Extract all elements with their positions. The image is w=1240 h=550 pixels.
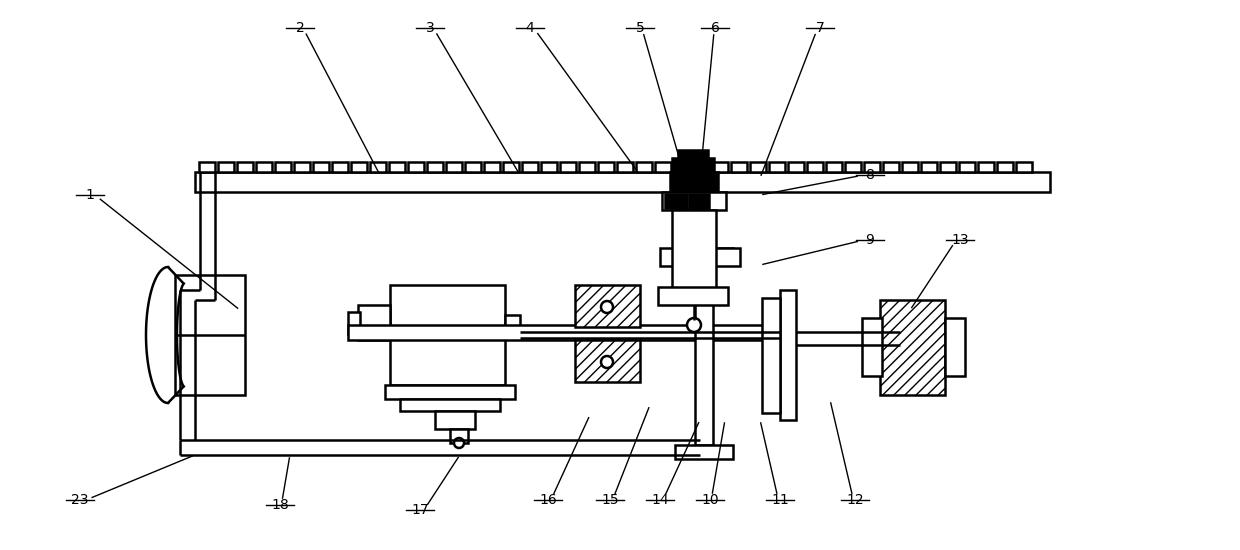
Bar bbox=[826, 162, 842, 172]
Bar bbox=[598, 162, 614, 172]
Text: 17: 17 bbox=[412, 503, 429, 517]
Bar bbox=[195, 172, 1050, 192]
Bar bbox=[1016, 162, 1032, 172]
Bar bbox=[389, 162, 405, 172]
Bar bbox=[763, 298, 780, 413]
Text: 9: 9 bbox=[866, 233, 874, 247]
Bar bbox=[750, 162, 766, 172]
Bar bbox=[275, 162, 291, 172]
Bar bbox=[294, 162, 310, 172]
Bar bbox=[465, 162, 481, 172]
Bar bbox=[391, 285, 505, 385]
Bar bbox=[675, 445, 733, 459]
Text: 8: 8 bbox=[866, 168, 874, 182]
Bar bbox=[921, 162, 937, 172]
Bar bbox=[665, 194, 687, 208]
Text: 6: 6 bbox=[711, 21, 719, 35]
Bar bbox=[579, 162, 595, 172]
Bar bbox=[450, 429, 467, 443]
Bar bbox=[997, 162, 1013, 172]
Bar bbox=[712, 162, 728, 172]
Bar bbox=[446, 162, 463, 172]
Bar bbox=[237, 162, 253, 172]
Bar bbox=[560, 162, 577, 172]
Bar bbox=[198, 162, 215, 172]
Circle shape bbox=[601, 301, 613, 313]
Bar bbox=[672, 158, 692, 172]
Text: 15: 15 bbox=[601, 493, 619, 507]
Text: 4: 4 bbox=[526, 21, 534, 35]
Text: 16: 16 bbox=[539, 493, 557, 507]
Bar bbox=[693, 162, 709, 172]
Bar bbox=[351, 162, 367, 172]
Bar bbox=[655, 162, 671, 172]
Circle shape bbox=[687, 318, 701, 332]
Bar bbox=[978, 162, 994, 172]
Bar bbox=[694, 158, 714, 172]
Text: 1: 1 bbox=[86, 188, 94, 202]
Bar bbox=[541, 162, 557, 172]
Text: 3: 3 bbox=[425, 21, 434, 35]
Text: 18: 18 bbox=[272, 498, 289, 512]
Bar bbox=[864, 162, 880, 172]
Bar bbox=[255, 162, 272, 172]
Bar bbox=[348, 325, 777, 340]
Bar bbox=[675, 248, 733, 262]
Bar bbox=[384, 385, 515, 399]
Bar bbox=[769, 162, 785, 172]
Text: 12: 12 bbox=[846, 493, 864, 507]
Bar bbox=[862, 318, 882, 376]
Bar bbox=[660, 248, 740, 266]
Bar bbox=[787, 162, 804, 172]
Bar bbox=[883, 162, 899, 172]
Bar bbox=[332, 162, 348, 172]
Text: 10: 10 bbox=[701, 493, 719, 507]
Text: 13: 13 bbox=[951, 233, 968, 247]
Bar bbox=[636, 162, 652, 172]
Bar bbox=[670, 172, 718, 192]
Bar bbox=[880, 300, 945, 395]
Bar bbox=[689, 194, 709, 208]
Bar bbox=[694, 255, 713, 445]
Bar bbox=[678, 150, 708, 160]
Bar bbox=[435, 411, 475, 429]
Text: 23: 23 bbox=[71, 493, 89, 507]
Bar bbox=[348, 312, 360, 334]
Bar bbox=[370, 162, 386, 172]
Bar bbox=[959, 162, 975, 172]
Bar bbox=[807, 162, 823, 172]
Bar bbox=[312, 162, 329, 172]
Bar bbox=[575, 285, 640, 327]
Bar bbox=[484, 162, 500, 172]
Text: 5: 5 bbox=[636, 21, 645, 35]
Text: 14: 14 bbox=[651, 493, 668, 507]
Bar bbox=[658, 287, 728, 305]
Text: 11: 11 bbox=[771, 493, 789, 507]
Bar bbox=[732, 162, 746, 172]
Bar bbox=[675, 162, 689, 172]
Bar bbox=[401, 399, 500, 411]
Bar bbox=[780, 290, 796, 420]
Bar bbox=[662, 192, 725, 210]
Bar bbox=[522, 162, 538, 172]
Bar bbox=[901, 162, 918, 172]
Bar bbox=[672, 210, 715, 290]
Bar bbox=[945, 318, 965, 376]
Bar bbox=[503, 162, 520, 172]
Bar bbox=[940, 162, 956, 172]
Bar bbox=[358, 305, 391, 340]
Circle shape bbox=[601, 356, 613, 368]
Bar bbox=[618, 162, 632, 172]
Bar bbox=[427, 162, 443, 172]
Bar bbox=[408, 162, 424, 172]
Bar bbox=[175, 275, 246, 395]
Bar bbox=[844, 162, 861, 172]
Text: 2: 2 bbox=[295, 21, 304, 35]
Bar bbox=[505, 315, 520, 337]
Bar bbox=[575, 340, 640, 382]
Bar bbox=[218, 162, 234, 172]
Text: 7: 7 bbox=[816, 21, 825, 35]
Circle shape bbox=[454, 438, 464, 448]
